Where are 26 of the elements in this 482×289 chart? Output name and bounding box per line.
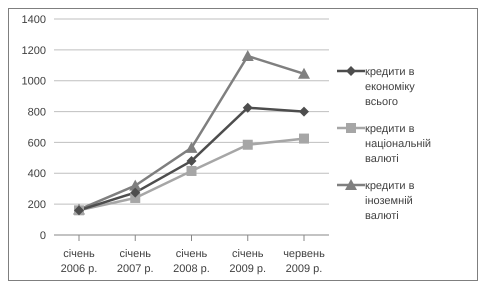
- x-tick-label: січень 2009 р.: [229, 248, 266, 275]
- x-tick-label: січень 2007 р.: [116, 248, 154, 275]
- legend-label: кредити в національній валюті: [365, 122, 432, 167]
- y-tick-label: 600: [28, 137, 46, 150]
- point: [298, 68, 310, 79]
- legend-label: кредити в іноземній валюті: [365, 179, 414, 224]
- point: [242, 50, 254, 62]
- point: [186, 166, 196, 176]
- point: [186, 156, 196, 166]
- y-tick-label: 1400: [22, 14, 46, 26]
- point: [242, 140, 253, 150]
- x-tick-label: січень 2006 р.: [60, 248, 98, 275]
- y-tick-label: 400: [28, 168, 46, 180]
- point: [242, 102, 253, 113]
- x-tick-label: січень 2008 р.: [173, 248, 210, 275]
- point: [299, 106, 309, 117]
- point: [186, 142, 198, 153]
- y-tick-label: 1000: [22, 76, 46, 88]
- y-tick-label: 200: [28, 199, 46, 212]
- y-tick-label: 1200: [22, 44, 46, 57]
- point: [130, 188, 140, 198]
- x-tick-label: червень 2009 р.: [283, 248, 326, 275]
- y-tick-label: 800: [28, 106, 46, 118]
- point: [299, 134, 309, 144]
- legend-label: кредити в економіку всього: [365, 65, 415, 110]
- y-tick-label: 0: [40, 230, 46, 242]
